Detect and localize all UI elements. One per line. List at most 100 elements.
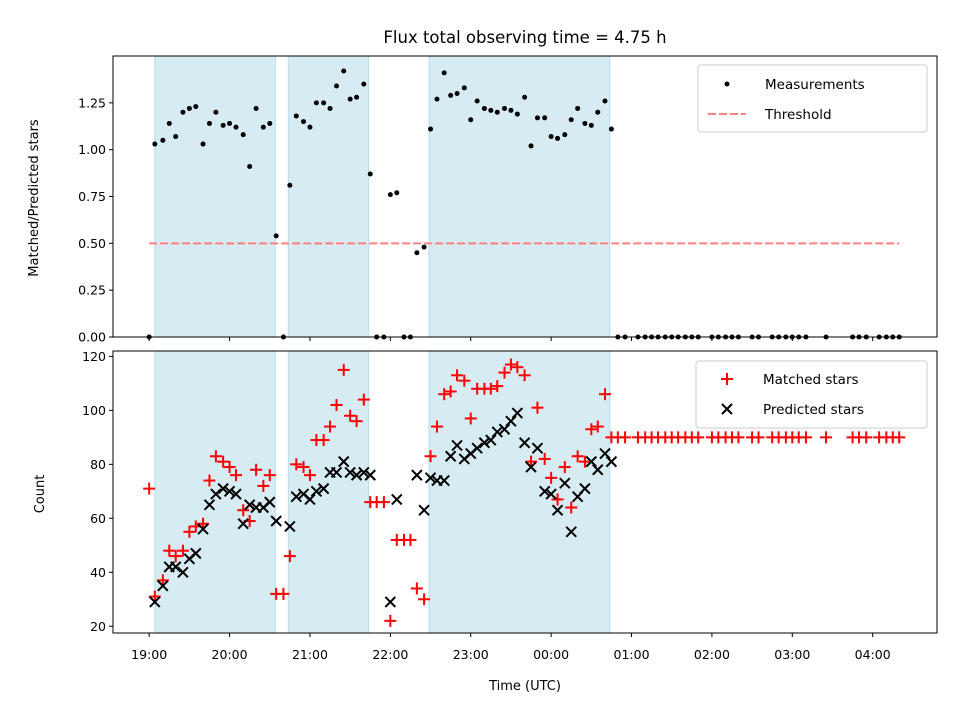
- top-y-tick-label: 1.00: [78, 142, 106, 157]
- matched-stars-point: [263, 469, 276, 482]
- measurements-point: [555, 135, 561, 141]
- legend-measurements-marker: [724, 81, 730, 87]
- bottom-shaded-interval: [428, 350, 611, 634]
- predicted-stars-point: [485, 434, 497, 446]
- predicted-stars-point: [559, 477, 571, 489]
- matched-stars-point: [317, 434, 330, 447]
- matched-stars-point: [491, 380, 504, 393]
- matched-stars-point: [545, 471, 558, 484]
- measurements-point: [602, 98, 608, 104]
- predicted-stars-point: [350, 469, 363, 481]
- measurements-point: [461, 85, 467, 91]
- measurements-point: [313, 100, 319, 106]
- matched-stars-point: [518, 369, 531, 382]
- measurements-point: [367, 171, 373, 177]
- predicted-stars-point: [491, 426, 503, 438]
- matched-stars-point: [464, 412, 477, 425]
- x-tick-label: 02:00: [694, 647, 730, 662]
- predicted-stars-point: [585, 455, 598, 468]
- matched-stars-point: [799, 431, 812, 444]
- predicted-stars-point: [478, 437, 491, 449]
- matched-stars-point: [585, 423, 598, 436]
- matched-stars-point: [565, 501, 578, 514]
- matched-stars-point: [404, 533, 417, 546]
- measurements-point: [321, 100, 327, 106]
- bottom-legend: Matched stars Predicted stars: [695, 360, 928, 429]
- matched-stars-point: [531, 401, 544, 414]
- measurements-point: [394, 190, 400, 196]
- matched-stars-point: [237, 504, 250, 517]
- measurements-point: [301, 119, 307, 125]
- bottom-y-tick-label: 100: [82, 403, 106, 418]
- x-axis-label: Time (UTC): [488, 679, 561, 694]
- x-tick-label: 03:00: [774, 647, 810, 662]
- measurements-point: [287, 182, 293, 188]
- bottom-y-tick-label: 60: [90, 511, 106, 526]
- predicted-stars-point: [284, 520, 296, 533]
- x-tick-label: 00:00: [533, 647, 569, 662]
- measurements-point: [347, 96, 353, 102]
- measurements-point: [488, 107, 494, 113]
- x-tick-label: 23:00: [453, 647, 489, 662]
- predicted-stars-point: [411, 469, 423, 481]
- predicted-stars-point: [498, 423, 511, 435]
- matched-stars-point: [324, 420, 337, 433]
- legend-predicted-label: Predicted stars: [763, 402, 864, 418]
- measurements-point: [341, 68, 347, 74]
- matched-stars-point: [424, 450, 437, 463]
- measurements-point: [166, 120, 172, 126]
- measurements-point: [173, 134, 179, 140]
- top-panel: 0.00 0.25 0.50 0.75 1.00 1.25: [78, 55, 938, 345]
- chart-title: Flux total observing time = 4.75 h: [383, 28, 666, 47]
- predicted-stars-point: [237, 518, 249, 530]
- matched-stars-point: [504, 358, 517, 371]
- measurements-point: [240, 132, 246, 138]
- predicted-stars-point: [471, 442, 483, 454]
- matched-stars-point: [303, 469, 316, 482]
- predicted-stars-point: [364, 469, 376, 481]
- predicted-stars-point: [344, 466, 356, 479]
- predicted-stars-point: [217, 482, 229, 495]
- predicted-stars-point: [169, 561, 182, 573]
- predicted-stars-point: [599, 447, 611, 460]
- matched-stars-point: [357, 393, 370, 406]
- predicted-stars-point: [511, 407, 524, 419]
- matched-stars-point: [619, 431, 632, 444]
- matched-stars-point: [732, 431, 745, 444]
- predicted-stars-point: [592, 464, 604, 476]
- predicted-stars-point: [157, 580, 169, 592]
- measurements-point: [548, 134, 554, 140]
- matched-stars-point: [250, 463, 263, 476]
- predicted-stars-point: [565, 526, 577, 538]
- measurements-point: [273, 233, 279, 239]
- measurements-point: [193, 104, 199, 110]
- measurements-point: [502, 105, 508, 111]
- matched-stars-point: [217, 455, 230, 468]
- predicted-stars-point: [338, 455, 350, 468]
- matched-stars-point: [209, 450, 222, 463]
- matched-stars-point: [277, 587, 290, 600]
- measurements-point: [361, 81, 367, 87]
- measurements-point: [474, 98, 480, 104]
- measurements-point: [575, 105, 581, 111]
- matched-stars-point: [384, 614, 397, 627]
- matched-stars-point: [498, 366, 511, 379]
- measurements-point: [180, 109, 186, 115]
- measurements-point: [508, 107, 514, 113]
- matched-stars-point: [163, 544, 176, 557]
- predicted-stars-point: [551, 504, 564, 516]
- predicted-stars-point: [384, 596, 397, 608]
- matched-stars-point: [418, 593, 431, 606]
- x-tick-label: 20:00: [212, 647, 248, 662]
- measurements-point: [494, 109, 500, 115]
- x-tick-label: 22:00: [372, 647, 408, 662]
- top-legend: Measurements Threshold: [697, 64, 928, 133]
- matched-stars-point: [893, 431, 906, 444]
- matched-stars-point: [558, 461, 571, 474]
- matched-stars-point: [410, 582, 423, 595]
- measurements-point: [387, 192, 393, 198]
- matched-stars-point: [444, 385, 457, 398]
- measurements-point: [448, 92, 454, 98]
- measurements-point: [528, 143, 534, 149]
